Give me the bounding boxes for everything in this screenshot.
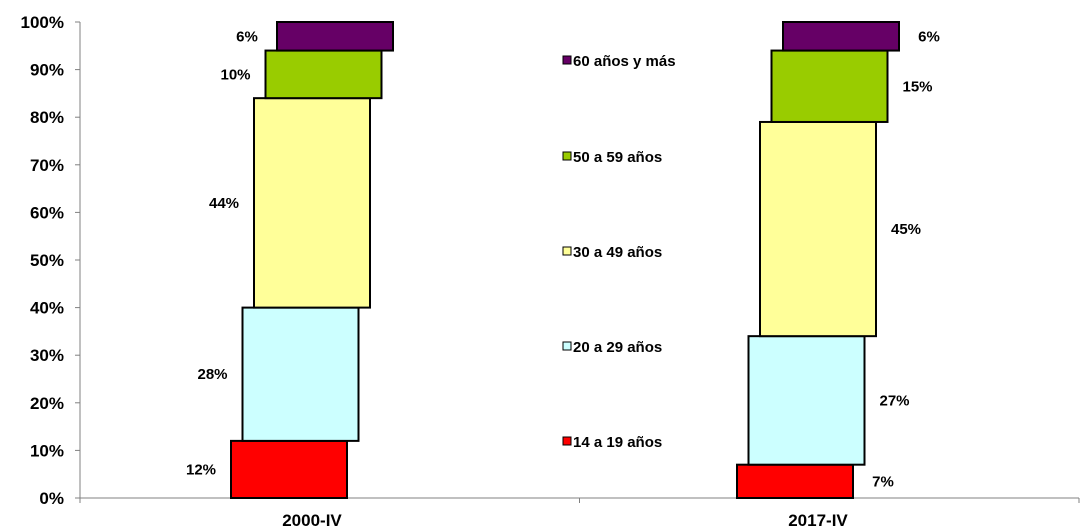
data-label: 12%	[186, 461, 216, 478]
bar-segment	[276, 21, 394, 52]
bar-segment	[782, 21, 900, 52]
data-label: 6%	[236, 28, 258, 45]
bar-segment	[770, 49, 889, 123]
legend-swatch	[562, 55, 572, 65]
data-label: 6%	[918, 28, 940, 45]
data-label: 44%	[209, 195, 239, 212]
y-tick-label: 70%	[30, 156, 64, 175]
y-tick-label: 30%	[30, 346, 64, 365]
x-tick-label: 2000-IV	[282, 511, 342, 529]
bar-segment	[241, 306, 360, 442]
y-tick-label: 50%	[30, 251, 64, 270]
legend-swatch	[562, 151, 572, 161]
legend-swatch	[562, 246, 572, 256]
y-tick-label: 60%	[30, 203, 64, 222]
legend-swatch	[562, 341, 572, 351]
bar-segment	[736, 463, 854, 499]
data-label: 10%	[220, 66, 250, 83]
chart-axes: 0% 10% 20% 30% 40% 50% 60% 70% 80% 90% 100% 2000-IV…	[21, 13, 1080, 529]
y-tick-label: 80%	[30, 108, 64, 127]
legend-label: 30 a 49 años	[573, 244, 662, 261]
y-tick-label: 0%	[39, 489, 64, 508]
y-tick-label: 90%	[30, 61, 64, 80]
x-tick-label: 2017-IV	[788, 511, 848, 529]
legend-swatch	[562, 436, 572, 446]
bar-segment	[264, 49, 383, 100]
legend-label: 14 a 19 años	[573, 434, 662, 451]
chart-legend: 14 a 19 años 20 a 29 años 30 a 49 años 50 a…	[562, 53, 676, 451]
y-tick-label: 20%	[30, 394, 64, 413]
bar-segment	[253, 97, 371, 309]
legend-label: 60 años y más	[573, 53, 676, 70]
bar-segment	[230, 439, 348, 500]
legend-label: 20 a 29 años	[573, 339, 662, 356]
data-label: 45%	[891, 221, 921, 238]
chart-data-labels: 12% 28% 44% 10% 6% 7% 27% 45% 15% 6%	[186, 28, 940, 490]
data-label: 7%	[872, 473, 894, 490]
data-label: 28%	[197, 366, 227, 383]
data-label: 15%	[902, 78, 932, 95]
bar-segment	[759, 120, 877, 338]
y-tick-label: 40%	[30, 299, 64, 318]
data-label: 27%	[879, 392, 909, 409]
y-tick-label: 10%	[30, 441, 64, 460]
bar-segment	[747, 335, 866, 466]
y-tick-label: 100%	[21, 13, 64, 32]
chart-bars	[230, 21, 900, 500]
legend-label: 50 a 59 años	[573, 149, 662, 166]
